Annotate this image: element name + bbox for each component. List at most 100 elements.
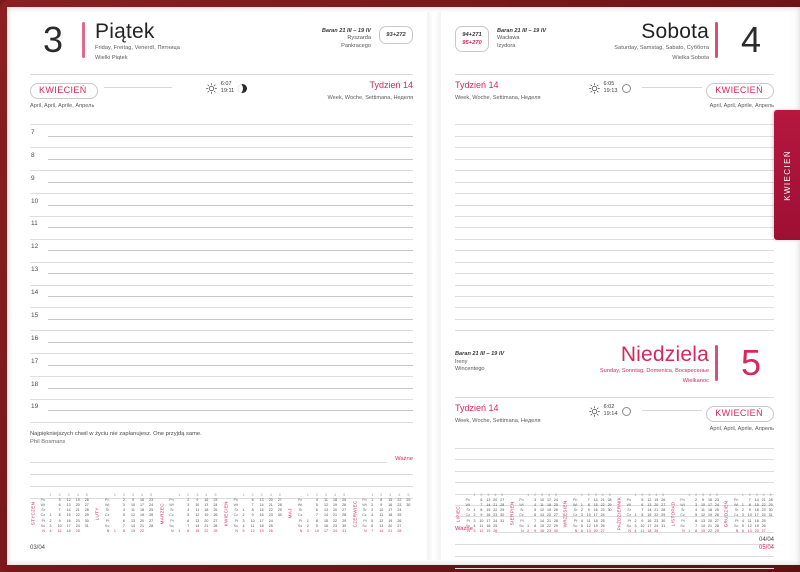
minicalendar-day-cell[interactable]: 2 (371, 502, 374, 507)
right-minicalendars[interactable]: LIPIEC 1 2 3 4 5 Pn 6 13 20 27 Wt 7 14 21 28 Śr 1 8 15 22 29 C… (455, 493, 774, 534)
minicalendar-day-cell[interactable]: 26 (553, 508, 558, 513)
hour-row-19[interactable]: 19 (30, 400, 413, 412)
minicalendar-day-cell[interactable]: 5 (695, 513, 698, 518)
minicalendar-day-cell[interactable]: 21 (75, 508, 80, 513)
note-row[interactable] (455, 206, 774, 217)
minicalendar-day-cell[interactable]: 5 (641, 497, 644, 502)
note-row[interactable] (455, 137, 774, 149)
minicalendar-day-cell[interactable]: 25 (654, 528, 659, 533)
minicalendar-day-cell[interactable]: 8 (641, 513, 644, 518)
minicalendar-day-cell[interactable]: 6 (315, 508, 318, 513)
minicalendar-day-cell[interactable]: 5 (580, 523, 583, 528)
minicalendar-day-cell[interactable]: 13 (259, 497, 264, 502)
minicalendar-day-cell[interactable]: 17 (259, 518, 264, 523)
minicalendar-day-cell[interactable]: 27 (397, 523, 402, 528)
minicalendar-day-cell[interactable]: 23 (75, 518, 80, 523)
minicalendar-day-cell[interactable]: 19 (140, 513, 145, 518)
note-row[interactable] (455, 472, 774, 484)
minicalendar-day-cell[interactable]: 24 (149, 502, 154, 507)
minicalendar-day-cell[interactable]: 5 (122, 513, 125, 518)
minicalendar-day-cell[interactable]: 8 (748, 502, 751, 507)
minicalendar-day-cell[interactable]: 17 (323, 528, 328, 533)
minicalendar-day-cell[interactable]: 24 (600, 513, 605, 518)
hour-row-12[interactable]: 12 (30, 240, 413, 252)
minicalendar-day-cell[interactable]: 21 (546, 518, 551, 523)
important-row[interactable] (455, 533, 774, 546)
minicalendar-day-cell[interactable]: 7 (695, 523, 698, 528)
minicalendar-day-cell[interactable]: 13 (379, 523, 384, 528)
minicalendar-day-cell[interactable]: 16 (323, 523, 328, 528)
minicalendar-day-cell[interactable]: 15 (754, 502, 759, 507)
note-row[interactable] (455, 483, 774, 495)
minicalendar-day-cell[interactable]: 10 (540, 497, 545, 502)
minicalendar-day-cell[interactable]: 8 (587, 502, 590, 507)
minicalendar-day-cell[interactable]: 28 (277, 502, 282, 507)
minicalendar-day-cell[interactable]: 10 (379, 508, 384, 513)
minicalendar-day-cell[interactable]: 4 (49, 528, 52, 533)
minicalendar-day-cell[interactable]: 12 (250, 528, 255, 533)
minicalendar-day-cell[interactable]: 20 (593, 528, 598, 533)
minicalendar-day-cell[interactable]: 15 (195, 528, 200, 533)
note-row[interactable] (455, 437, 774, 449)
minicalendar-day-cell[interactable]: 29 (84, 513, 89, 518)
minicalendar-day-cell[interactable]: 20 (546, 513, 551, 518)
minicalendar-day-cell[interactable]: 21 (140, 523, 145, 528)
minicalendar-day-cell[interactable]: 25 (600, 518, 605, 523)
minicalendar-day-cell[interactable]: 31 (342, 528, 347, 533)
minicalendar-day-cell[interactable]: 3 (122, 502, 125, 507)
minicalendar-day-cell[interactable]: 3 (695, 502, 698, 507)
minicalendar-day-cell[interactable]: 9 (641, 518, 644, 523)
sunday-important-block[interactable]: Ważne (455, 521, 774, 570)
minicalendar-day-cell[interactable]: 1 (178, 528, 181, 533)
minicalendar-day-cell[interactable]: 15 (540, 523, 545, 528)
minicalendar-day-cell[interactable]: 8 (534, 523, 537, 528)
minicalendar-day-cell[interactable]: 17 (140, 502, 145, 507)
minicalendar-day-cell[interactable]: 19 (593, 523, 598, 528)
minicalendar-day-cell[interactable]: 17 (204, 502, 209, 507)
minicalendar-day-cell[interactable]: 6 (641, 502, 644, 507)
minicalendar-day-cell[interactable]: 24 (493, 518, 498, 523)
minicalendar-day-cell[interactable]: 14 (379, 528, 384, 533)
minicalendar-day-cell[interactable]: 18 (754, 518, 759, 523)
minicalendar-day-cell[interactable]: 21 (600, 497, 605, 502)
minicalendar-day-cell[interactable]: 2 (242, 513, 245, 518)
minicalendar-day-cell[interactable]: 25 (714, 508, 719, 513)
rule-row[interactable] (30, 114, 413, 126)
minicalendar-day-cell[interactable]: 23 (714, 497, 719, 502)
minicalendar-day-cell[interactable]: 18 (647, 528, 652, 533)
minicalendar-day-cell[interactable]: 21 (333, 513, 338, 518)
minicalendar-day-cell[interactable]: 29 (500, 508, 505, 513)
minicalendar-day-cell[interactable]: 24 (213, 502, 218, 507)
minicalendar-day-cell[interactable]: 12 (323, 502, 328, 507)
minicalendar-day-cell[interactable]: 4 (580, 518, 583, 523)
minicalendar-day-cell[interactable]: 18 (546, 502, 551, 507)
minicalendar-day-cell[interactable]: 20 (75, 502, 80, 507)
minicalendar-day-cell[interactable]: 27 (84, 502, 89, 507)
minicalendar-day-cell[interactable]: 15 (323, 518, 328, 523)
minicalendar-day-cell[interactable]: 1 (688, 528, 691, 533)
minicalendar-day-cell[interactable]: 16 (486, 513, 491, 518)
minicalendar-day-cell[interactable]: 23 (493, 513, 498, 518)
minicalendar-day-cell[interactable]: 19 (75, 497, 80, 502)
minicalendar-day-cell[interactable]: 11 (640, 528, 645, 533)
minicalendar-day-cell[interactable]: 12 (479, 528, 484, 533)
minicalendar-day-cell[interactable]: 13 (586, 528, 591, 533)
note-row[interactable] (455, 449, 774, 461)
minicalendar-day-cell[interactable]: 2 (695, 497, 698, 502)
minicalendar-day-cell[interactable]: 4 (634, 528, 637, 533)
minicalendar-day-cell[interactable]: 21 (388, 528, 393, 533)
note-row[interactable] (455, 171, 774, 183)
minicalendar-day-cell[interactable]: 20 (204, 518, 209, 523)
minicalendar-day-cell[interactable]: 23 (149, 497, 154, 502)
minicalendar-day-cell[interactable]: 22 (397, 497, 402, 502)
minicalendar-day-cell[interactable]: 27 (500, 497, 505, 502)
minicalendar-day-cell[interactable]: 25 (75, 528, 80, 533)
minicalendar-luty[interactable]: LUTY 1 2 3 4 5 Pn 2 9 16 23 Wt 3 10 17 24 Śr 4 11 18 25 Cz 5 12… (94, 493, 155, 534)
sunday-month-label[interactable]: KWIECIEŃ (706, 406, 774, 423)
minicalendar-day-cell[interactable]: 21 (493, 502, 498, 507)
minicalendar-day-cell[interactable]: 17 (707, 502, 712, 507)
minicalendar-styczeń[interactable]: STYCZEŃ 1 2 3 4 5 Pn 5 12 19 26 Wt 6 13 20 27 Śr 7 14 21 28 C… (30, 493, 91, 534)
minicalendar-day-cell[interactable]: 7 (58, 508, 61, 513)
note-row[interactable] (455, 125, 774, 137)
minicalendar-day-cell[interactable]: 9 (702, 497, 705, 502)
